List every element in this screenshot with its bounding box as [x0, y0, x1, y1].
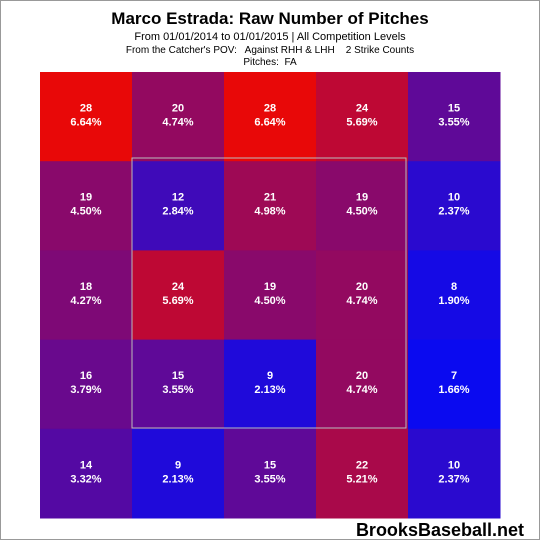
count-label: 24	[356, 103, 369, 115]
heat-cell	[224, 161, 317, 251]
count-label: 19	[264, 281, 276, 293]
percent-label: 2.37%	[438, 473, 469, 485]
heat-cell	[40, 339, 133, 430]
heat-cell	[132, 72, 225, 162]
count-label: 16	[80, 370, 92, 382]
percent-label: 2.13%	[254, 384, 285, 396]
heat-cell	[408, 72, 501, 162]
heat-cell	[132, 161, 225, 251]
heat-cell	[40, 161, 133, 251]
heat-cell	[224, 72, 317, 162]
percent-label: 4.27%	[70, 295, 101, 307]
percent-label: 5.69%	[346, 117, 377, 129]
percent-label: 2.37%	[438, 206, 469, 218]
count-label: 9	[175, 459, 181, 471]
count-label: 28	[80, 103, 92, 115]
percent-label: 5.21%	[346, 473, 377, 485]
heat-cell	[316, 339, 409, 430]
count-label: 24	[172, 281, 185, 293]
count-label: 12	[172, 192, 184, 204]
percent-label: 6.64%	[254, 117, 285, 129]
count-label: 10	[448, 192, 460, 204]
percent-label: 4.50%	[346, 206, 377, 218]
percent-label: 4.50%	[254, 295, 285, 307]
percent-label: 2.13%	[162, 473, 193, 485]
heat-cell	[408, 428, 501, 519]
heat-cell	[316, 72, 409, 162]
heat-cell	[408, 161, 501, 251]
percent-label: 3.55%	[162, 384, 193, 396]
percent-label: 1.66%	[438, 384, 469, 396]
count-label: 8	[451, 281, 457, 293]
heat-cell	[40, 428, 133, 519]
heat-cell	[132, 428, 225, 519]
count-label: 15	[172, 370, 184, 382]
count-label: 10	[448, 459, 460, 471]
count-label: 19	[356, 192, 368, 204]
percent-label: 5.69%	[162, 295, 193, 307]
heat-cell	[224, 428, 317, 519]
count-label: 19	[80, 192, 92, 204]
subtitle: From the Catcher's POV: Against RHH & LH…	[126, 45, 414, 56]
source: BrooksBaseball.net	[356, 520, 524, 540]
heat-cell	[316, 250, 409, 341]
count-label: 20	[356, 370, 368, 382]
percent-label: 4.74%	[346, 384, 377, 396]
count-label: 15	[264, 459, 276, 471]
percent-label: 1.90%	[438, 295, 469, 307]
heat-cell	[132, 339, 225, 430]
count-label: 20	[172, 103, 184, 115]
heat-cell	[316, 161, 409, 251]
grid: 28 6.64% 20 4.74% 28 6.64% 24 5.69% 15 3.55% 19 4.5…	[40, 72, 501, 519]
percent-label: 4.74%	[162, 117, 193, 129]
count-label: 22	[356, 459, 368, 471]
count-label: 14	[80, 459, 93, 471]
subtitle: Pitches: FA	[243, 57, 297, 68]
heat-cell	[224, 250, 317, 341]
heat-cell	[40, 72, 133, 162]
heat-cell	[316, 428, 409, 519]
count-label: 15	[448, 103, 460, 115]
count-label: 20	[356, 281, 368, 293]
heat-cell	[40, 250, 133, 341]
heat-cell	[408, 250, 501, 341]
percent-label: 3.79%	[70, 384, 101, 396]
percent-label: 4.50%	[70, 206, 101, 218]
heat-cell	[408, 339, 501, 430]
count-label: 9	[267, 370, 273, 382]
percent-label: 2.84%	[162, 206, 193, 218]
percent-label: 6.64%	[70, 117, 101, 129]
count-label: 21	[264, 192, 276, 204]
percent-label: 3.32%	[70, 473, 101, 485]
chart-title: Marco Estrada: Raw Number of Pitches	[111, 9, 428, 28]
count-label: 18	[80, 281, 92, 293]
percent-label: 3.55%	[438, 117, 469, 129]
percent-label: 3.55%	[254, 473, 285, 485]
subtitle: From 01/01/2014 to 01/01/2015 | All Comp…	[134, 31, 406, 43]
percent-label: 4.98%	[254, 206, 285, 218]
heat-cell	[224, 339, 317, 430]
strike-zone	[131, 157, 407, 429]
heat-cell	[132, 250, 225, 341]
percent-label: 4.74%	[346, 295, 377, 307]
count-label: 28	[264, 103, 276, 115]
count-label: 7	[451, 370, 457, 382]
